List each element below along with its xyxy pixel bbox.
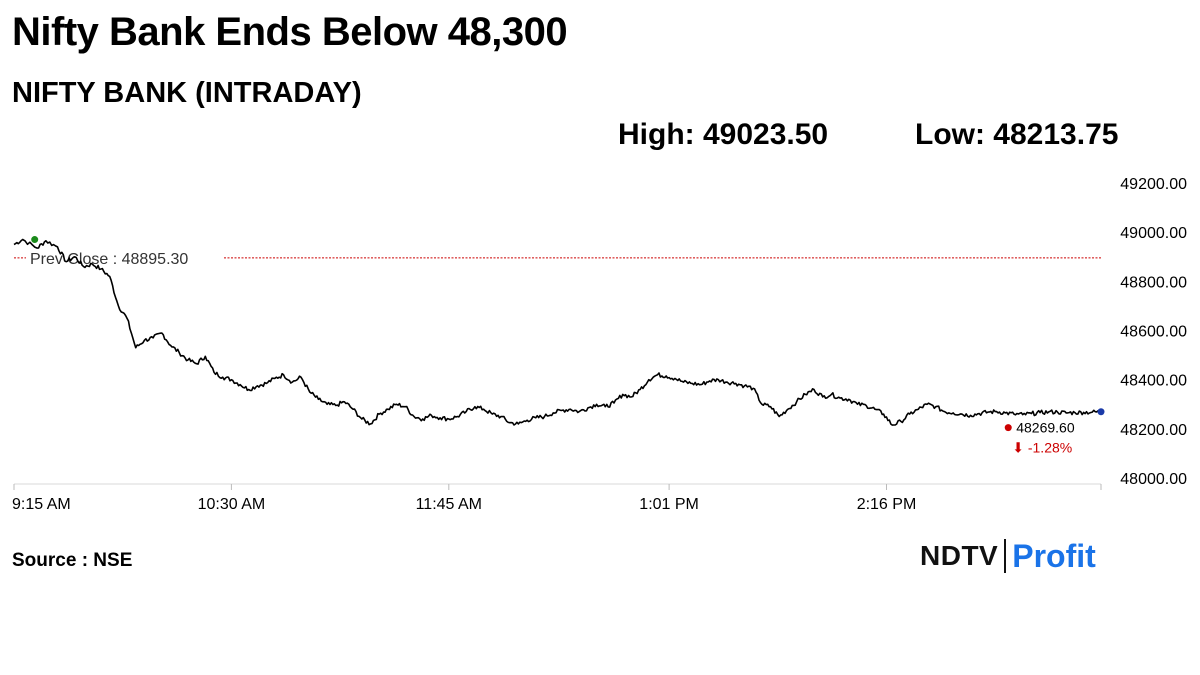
intraday-chart: 49200.00 49000.00 48800.00 48600.00 48400.00… — [12, 176, 1187, 513]
price-line-group — [13, 238, 1102, 426]
end-marker — [1097, 408, 1105, 416]
start-marker — [31, 236, 39, 244]
brand-logo: NDTV Profit — [920, 535, 1096, 577]
y-tick-label: 49000.00 — [1120, 225, 1187, 242]
prev-close-label: Prev Close : 48895.30 — [30, 251, 188, 268]
brand-divider — [1004, 539, 1007, 573]
y-tick-label: 48800.00 — [1120, 274, 1187, 291]
close-marker — [1004, 424, 1012, 432]
headline: Nifty Bank Ends Below 48,300 — [12, 10, 568, 54]
price-series-line — [13, 238, 1102, 426]
x-axis: 9:15 AM 10:30 AM 11:45 AM 1:01 PM 2:16 PM — [12, 483, 1102, 513]
source-note: Source : NSE — [12, 550, 133, 571]
y-tick-label: 48200.00 — [1120, 422, 1187, 439]
prev-close-label-bg — [26, 246, 224, 269]
close-value-label: 48269.60 — [1016, 420, 1075, 436]
y-tick-label: 48600.00 — [1120, 324, 1187, 341]
high-value: High: 49023.50 — [618, 118, 829, 151]
y-tick-label: 48400.00 — [1120, 373, 1187, 390]
chart-subtitle: NIFTY BANK (INTRADAY) — [12, 77, 362, 109]
x-tick-label: 11:45 AM — [416, 496, 482, 513]
x-tick-label: 1:01 PM — [639, 496, 699, 513]
y-axis: 49200.00 49000.00 48800.00 48600.00 48400.00… — [1120, 176, 1187, 488]
brand-ndtv: NDTV — [920, 540, 999, 571]
y-tick-label: 49200.00 — [1120, 176, 1187, 193]
prev-close-group: Prev Close : 48895.30 — [14, 246, 1101, 269]
change-label: ⬇ -1.28% — [1012, 440, 1072, 456]
x-tick-label: 2:16 PM — [857, 496, 917, 513]
x-tick-label: 9:15 AM — [12, 496, 71, 513]
brand-profit: Profit — [1012, 537, 1096, 574]
annotations: 48269.60 ⬇ -1.28% — [31, 236, 1105, 456]
y-tick-label: 48000.00 — [1120, 471, 1187, 488]
x-tick-label: 10:30 AM — [198, 496, 266, 513]
low-value: Low: 48213.75 — [915, 118, 1119, 151]
